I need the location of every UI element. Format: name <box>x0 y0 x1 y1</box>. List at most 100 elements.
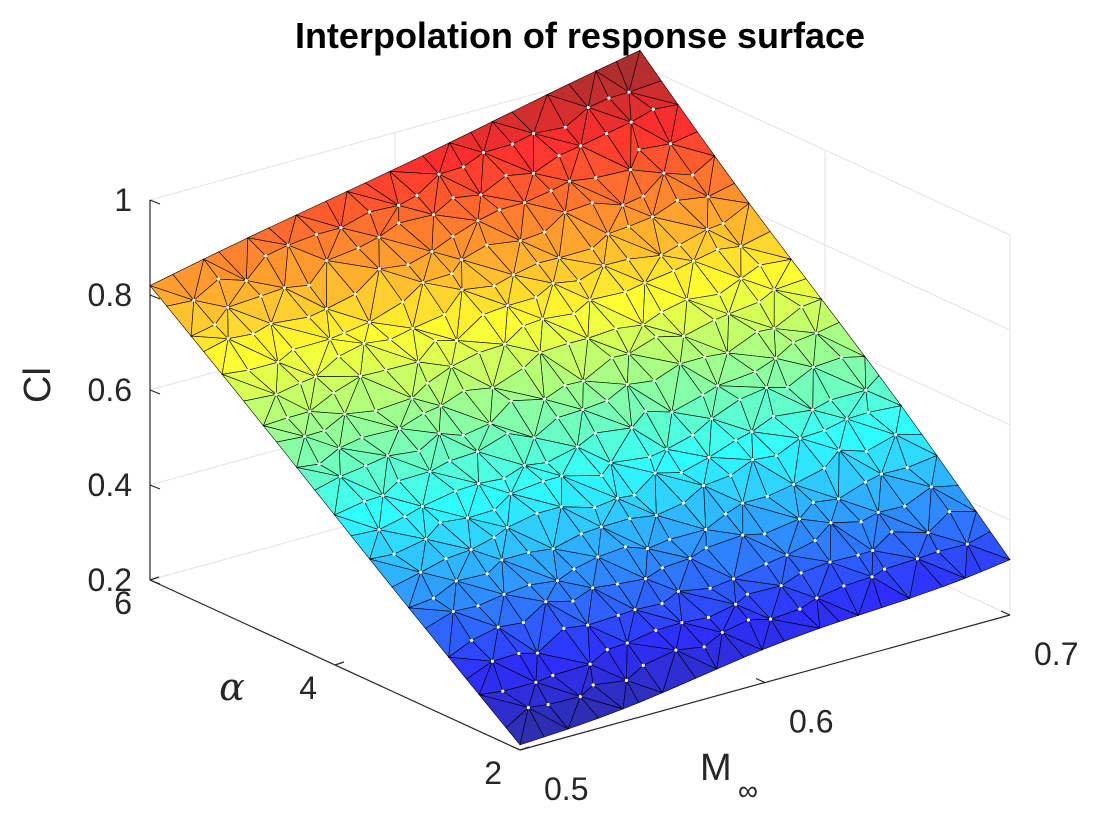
sample-point <box>616 613 620 617</box>
sample-point <box>599 525 603 529</box>
sample-point <box>798 436 802 440</box>
z-tick-label: 1 <box>114 182 132 218</box>
sample-point <box>431 213 436 217</box>
alpha-tick <box>519 746 530 751</box>
sample-point <box>679 470 683 475</box>
sample-point <box>438 520 442 525</box>
z-tick-label: 0.4 <box>88 467 132 503</box>
sample-point <box>623 545 628 549</box>
z-tick-label: 0.6 <box>88 372 132 408</box>
sample-point <box>339 226 343 230</box>
sample-point <box>708 586 712 590</box>
sample-point <box>579 532 583 536</box>
sample-point <box>500 558 504 562</box>
sample-point <box>798 607 802 611</box>
sample-point <box>422 411 426 416</box>
alpha-tick-label: 6 <box>114 585 132 621</box>
sample-point <box>307 315 311 319</box>
sample-point <box>477 350 481 355</box>
sample-point <box>651 107 655 112</box>
sample-point <box>876 510 880 515</box>
sample-point <box>659 310 664 314</box>
sample-point <box>506 431 510 436</box>
sample-point <box>837 448 841 452</box>
sample-point <box>337 446 341 450</box>
sample-point <box>264 254 268 258</box>
sample-point <box>628 168 633 172</box>
sample-point <box>791 340 795 344</box>
sample-point <box>822 466 827 470</box>
sample-point <box>751 458 755 462</box>
sample-point <box>377 235 381 239</box>
sample-point <box>419 570 423 574</box>
sample-point <box>721 221 725 226</box>
sample-point <box>226 337 230 341</box>
sample-point <box>430 249 434 254</box>
sample-point <box>572 567 576 571</box>
sample-point <box>549 189 553 193</box>
sample-point <box>772 288 776 292</box>
sample-point <box>466 516 470 520</box>
sample-point <box>627 352 631 356</box>
sample-point <box>676 589 680 593</box>
sample-point <box>753 370 757 374</box>
sample-point <box>328 337 332 341</box>
sample-point <box>653 471 657 475</box>
mach-axis-title: M <box>700 747 732 789</box>
sample-point <box>460 288 464 292</box>
sample-point <box>627 224 631 229</box>
sample-point <box>502 476 506 480</box>
sample-point <box>373 409 378 413</box>
sample-point <box>785 553 789 557</box>
sample-point <box>811 365 815 369</box>
z-axis-title: Cl <box>17 367 59 403</box>
alpha-tick-label: 2 <box>484 755 502 791</box>
sample-point <box>527 583 532 587</box>
sample-point <box>704 546 708 550</box>
sample-point <box>652 378 656 383</box>
sample-point <box>563 383 567 387</box>
sample-point <box>799 571 803 575</box>
sample-point <box>403 514 407 519</box>
sample-point <box>614 327 618 331</box>
sample-point <box>324 307 329 311</box>
sample-point <box>929 485 933 489</box>
sample-point <box>829 398 833 402</box>
sample-point <box>510 142 515 146</box>
sample-point <box>705 227 709 231</box>
sample-point <box>571 599 575 603</box>
sample-point <box>615 582 620 586</box>
sample-point <box>563 125 567 129</box>
sample-point <box>670 410 674 414</box>
sample-point <box>771 414 776 418</box>
sample-point <box>538 350 542 354</box>
sample-point <box>485 243 489 247</box>
sample-point <box>213 323 217 327</box>
sample-point <box>567 179 572 183</box>
sample-point <box>439 404 443 408</box>
sample-point <box>509 399 513 403</box>
sample-point <box>476 604 480 608</box>
z-tick <box>149 579 161 585</box>
sample-point <box>602 263 606 268</box>
sample-point <box>588 662 592 666</box>
sample-point <box>557 256 561 260</box>
sample-point <box>815 596 819 600</box>
sample-point <box>596 555 600 559</box>
surface-facet <box>166 299 195 337</box>
sample-point <box>386 454 390 458</box>
sample-point <box>384 368 388 372</box>
sample-point <box>668 142 673 146</box>
sample-point <box>741 533 745 537</box>
sample-point <box>586 623 590 627</box>
sample-point <box>251 332 255 336</box>
sample-point <box>437 172 441 176</box>
sample-point <box>360 436 364 440</box>
sample-point <box>678 362 682 366</box>
sample-point <box>856 553 860 557</box>
sample-point <box>709 417 714 421</box>
sample-point <box>654 513 658 517</box>
sample-point <box>368 210 372 214</box>
sample-point <box>314 232 319 237</box>
sample-point <box>575 445 579 449</box>
